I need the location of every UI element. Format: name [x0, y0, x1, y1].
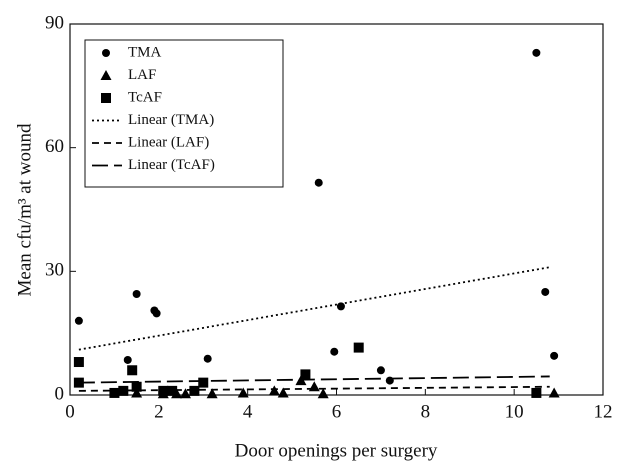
legend: TMA LAF TcAF Linear (TMA) Linear (LAF) Linear… — [92, 44, 215, 173]
point — [336, 302, 345, 311]
point — [531, 387, 542, 398]
point — [203, 354, 212, 363]
point — [541, 287, 550, 296]
y-tick-label: 60 — [45, 136, 64, 157]
legend-box — [84, 39, 284, 188]
y-tick-label: 0 — [55, 383, 65, 404]
trend-line — [78, 266, 550, 351]
point — [167, 385, 178, 396]
point — [131, 381, 142, 392]
point — [206, 388, 218, 399]
y-tick-label: 30 — [45, 260, 64, 281]
point — [74, 316, 83, 325]
legend-label: LAF — [128, 67, 156, 83]
point — [314, 178, 323, 187]
point — [118, 385, 129, 396]
legend-label: TMA — [128, 44, 162, 60]
legend-label: Linear (TcAF) — [128, 157, 215, 173]
x-tick-label: 2 — [154, 401, 164, 422]
point — [123, 355, 132, 364]
x-tick-label: 10 — [505, 401, 524, 422]
point — [179, 388, 191, 399]
point — [277, 387, 289, 398]
point — [548, 387, 560, 398]
point — [189, 385, 200, 396]
legend-label: Linear (LAF) — [128, 134, 209, 150]
point — [132, 290, 141, 299]
point — [317, 388, 329, 399]
point — [308, 381, 320, 392]
point — [131, 387, 143, 398]
x-tick-label: 0 — [65, 401, 75, 422]
x-tick-label: 8 — [421, 401, 431, 422]
point — [73, 357, 84, 368]
point — [376, 366, 385, 375]
x-tick-label: 12 — [594, 401, 613, 422]
point — [268, 385, 280, 396]
point — [300, 369, 311, 380]
legend-marker — [100, 70, 112, 80]
legend-marker — [101, 93, 111, 103]
point — [532, 48, 541, 57]
y-tick-label: 90 — [45, 12, 64, 33]
point — [152, 309, 161, 318]
x-tick-label: 4 — [243, 401, 253, 422]
point — [330, 347, 339, 356]
point — [353, 342, 364, 353]
legend-label: Linear (TMA) — [128, 112, 214, 128]
point — [109, 387, 120, 398]
x-tick-label: 6 — [332, 401, 342, 422]
legend-label: TcAF — [128, 89, 162, 105]
point — [127, 365, 138, 376]
trend-line — [78, 385, 550, 392]
legend-marker — [102, 49, 110, 57]
point — [550, 351, 559, 360]
x-axis-label: Door openings per surgery — [235, 440, 438, 461]
y-axis-label: Mean cfu/m³ at wound — [14, 123, 35, 296]
point — [237, 387, 249, 398]
point — [198, 377, 209, 388]
trend-line — [78, 375, 550, 384]
